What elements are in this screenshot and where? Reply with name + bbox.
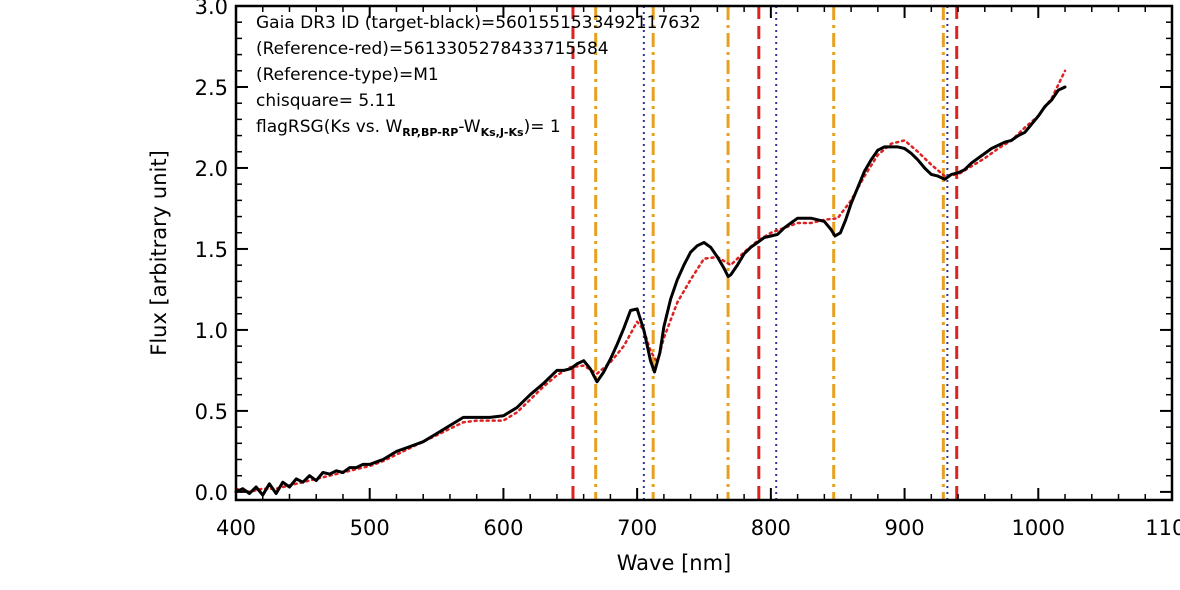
flag-sub1: RP,BP-RP — [402, 126, 458, 139]
x-tick-label: 600 — [483, 516, 523, 540]
x-tick-label: 500 — [350, 516, 390, 540]
target-spectrum-line — [234, 85, 1067, 497]
x-axis-title: Wave [nm] — [617, 551, 731, 575]
annotation-reference-type: (Reference-type)=M1 — [256, 65, 439, 85]
y-tick-label: 2.5 — [195, 76, 228, 100]
x-tick-label: 400 — [216, 516, 256, 540]
y-tick-label: 0.5 — [195, 400, 228, 424]
x-tick-label: 700 — [617, 516, 657, 540]
annotation-flag-rsg: flagRSG(Ks vs. WRP,BP-RP-WKs,J-Ks)= 1 — [256, 117, 561, 139]
y-tick-label: 1.5 — [195, 238, 228, 262]
x-tick-label: 1000 — [1012, 516, 1065, 540]
y-tick-label: 3.0 — [195, 0, 228, 19]
plot-frame — [234, 4, 1174, 502]
x-tick-label: 800 — [751, 516, 791, 540]
annotation-reference-red: (Reference-red)=5613305278433715584 — [256, 39, 609, 59]
annotation-gaia-id: Gaia DR3 ID (target-black)=5601551533492… — [256, 13, 701, 33]
y-tick-label: 0.0 — [195, 481, 228, 505]
reference-spectrum-line — [234, 69, 1067, 494]
y-tick-label: 1.0 — [195, 319, 228, 343]
flag-suffix: )= 1 — [524, 117, 561, 137]
y-tick-label: 2.0 — [195, 157, 228, 181]
flag-sub2: Ks,J-Ks — [481, 126, 524, 139]
x-tick-label: 900 — [885, 516, 925, 540]
annotation-chisquare: chisquare= 5.11 — [256, 91, 396, 111]
y-axis-title: Flux [arbitrary unit] — [147, 150, 171, 356]
flag-mid: -W — [458, 117, 480, 137]
flag-prefix: flagRSG(Ks vs. W — [256, 117, 402, 137]
